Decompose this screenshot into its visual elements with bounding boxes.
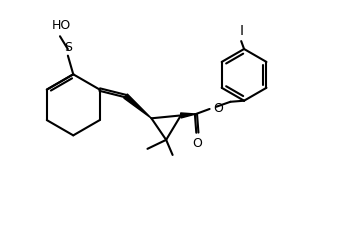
Polygon shape [181,113,196,118]
Text: HO: HO [52,19,71,32]
Text: S: S [64,41,72,54]
Text: O: O [193,137,202,150]
Polygon shape [124,94,151,118]
Text: O: O [213,102,223,115]
Text: I: I [240,24,244,38]
